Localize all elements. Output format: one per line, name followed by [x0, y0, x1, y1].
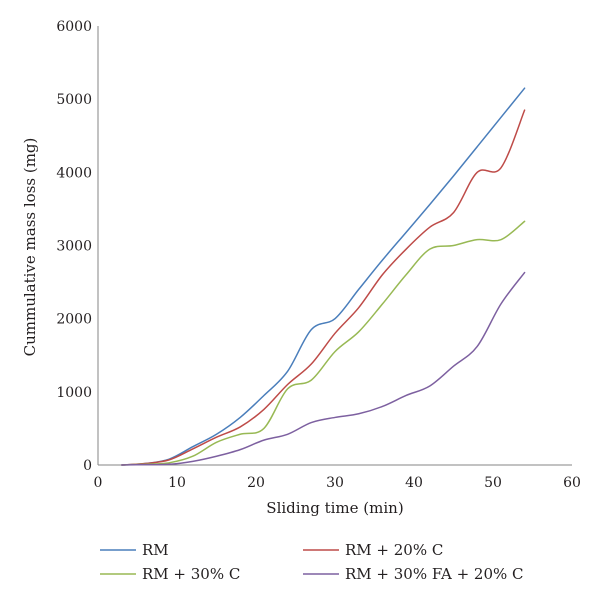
y-tick-label: 5000 [56, 92, 92, 108]
series-line-1 [120, 87, 526, 466]
x-tick-label: 0 [94, 475, 103, 491]
x-tick-label: 40 [405, 475, 423, 491]
legend-label: RM + 30% FA + 20% C [345, 565, 524, 583]
x-tick-label: 60 [563, 475, 581, 491]
x-tick-label: 10 [168, 475, 186, 491]
y-tick-label: 1000 [56, 385, 92, 401]
legend-label: RM + 20% C [345, 541, 443, 559]
x-axis-title: Sliding time (min) [266, 499, 403, 517]
series-lines [120, 87, 526, 466]
series-line-4 [120, 271, 526, 466]
legend-label: RM [142, 541, 169, 559]
x-tick-labels: 0 10 20 30 40 50 60 [94, 475, 581, 491]
series-line-3 [120, 220, 526, 466]
x-tick-label: 50 [484, 475, 502, 491]
y-axis-title: Cummulative mass loss (mg) [21, 138, 39, 357]
legend: RM RM + 20% C RM + 30% C RM + 30% FA + 20% … [100, 541, 524, 583]
y-tick-labels: 0 1000 2000 3000 4000 5000 6000 [56, 19, 92, 474]
y-tick-label: 3000 [56, 239, 92, 255]
y-tick-label: 0 [83, 458, 92, 474]
x-tick-label: 30 [326, 475, 344, 491]
legend-label: RM + 30% C [142, 565, 240, 583]
y-tick-label: 6000 [56, 19, 92, 35]
series-line-2 [120, 109, 526, 466]
axes [97, 26, 572, 466]
y-tick-label: 2000 [56, 312, 92, 328]
y-tick-label: 4000 [56, 165, 92, 181]
x-tick-label: 20 [247, 475, 265, 491]
